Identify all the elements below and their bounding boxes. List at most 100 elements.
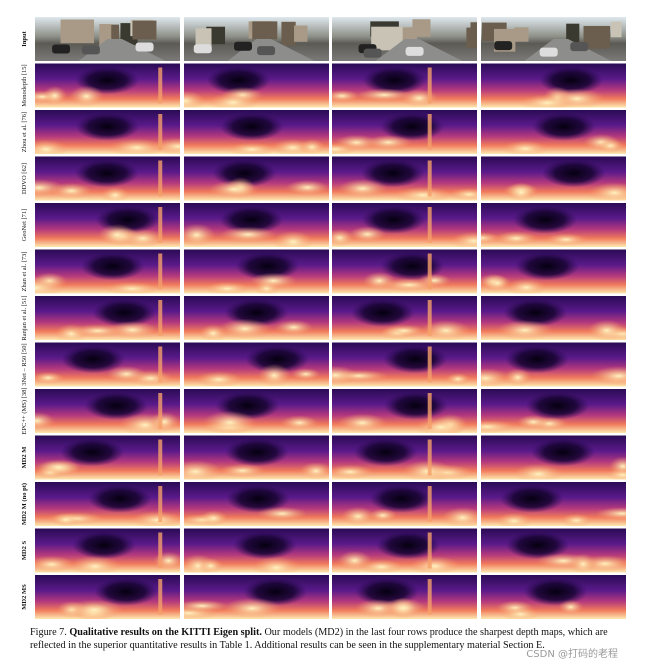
near-object — [204, 281, 251, 294]
near-object — [257, 363, 291, 387]
depth-map — [184, 342, 329, 387]
near-object — [595, 507, 626, 520]
near-object — [441, 507, 477, 526]
near-object — [516, 415, 550, 430]
pole — [158, 486, 163, 522]
depth-map — [184, 110, 329, 154]
near-object — [108, 138, 166, 154]
far-region — [235, 252, 300, 281]
depth-map — [481, 110, 626, 154]
far-region — [513, 205, 578, 234]
cell — [332, 389, 477, 433]
near-object — [495, 512, 533, 526]
caption-bold: Qualitative results on the KITTI Eigen s… — [69, 627, 262, 638]
car — [193, 44, 212, 54]
building — [99, 24, 112, 47]
pole — [427, 532, 432, 569]
near-object — [69, 85, 104, 108]
depth-map — [332, 296, 477, 340]
cell — [481, 342, 626, 387]
depth-map — [35, 482, 180, 526]
near-object — [401, 459, 453, 480]
caption-text: Our models (MD2) in the last four rows p… — [30, 627, 608, 651]
pole — [427, 346, 432, 383]
near-object — [153, 551, 180, 570]
row-label: Zhou et al. [76] — [21, 112, 28, 152]
near-object — [587, 319, 626, 340]
cell — [332, 482, 477, 526]
near-object — [65, 599, 124, 619]
near-object — [341, 506, 375, 526]
pole — [427, 207, 432, 243]
pole — [427, 114, 432, 150]
pole — [427, 67, 432, 104]
near-object — [493, 231, 539, 246]
depth-map — [332, 435, 477, 480]
cell — [481, 575, 626, 619]
far-region — [219, 205, 284, 234]
near-object — [380, 278, 439, 292]
near-object — [299, 138, 325, 154]
car — [539, 47, 558, 57]
cell — [332, 528, 477, 573]
near-object — [337, 550, 372, 571]
cell — [481, 17, 626, 61]
near-object — [356, 88, 412, 102]
near-object — [382, 324, 426, 337]
far-region — [525, 391, 590, 420]
near-object — [481, 368, 510, 387]
cell — [481, 435, 626, 480]
near-object — [106, 365, 147, 383]
cell — [184, 528, 329, 573]
row-label: EPC++ (MS) [38] — [21, 387, 28, 434]
cell — [35, 528, 180, 573]
car — [52, 44, 71, 54]
near-object — [605, 468, 626, 480]
cell — [332, 296, 477, 340]
cell — [35, 342, 180, 387]
depth-map — [481, 249, 626, 294]
near-object — [104, 281, 160, 294]
near-object — [445, 372, 471, 386]
far-region — [383, 345, 448, 374]
depth-map — [481, 389, 626, 433]
near-object — [368, 508, 398, 523]
near-object — [332, 464, 374, 480]
far-region — [505, 345, 569, 374]
near-object — [588, 182, 626, 201]
cell — [35, 110, 180, 154]
near-object — [249, 272, 297, 290]
depth-map — [481, 63, 626, 108]
far-region — [362, 66, 427, 95]
cell — [184, 482, 329, 526]
near-object — [35, 139, 68, 154]
far-region — [61, 345, 126, 374]
far-region — [360, 159, 425, 188]
depth-map — [35, 249, 180, 294]
near-object — [199, 510, 228, 526]
cell — [184, 110, 329, 154]
depth-map — [184, 203, 329, 247]
depth-map — [184, 528, 329, 573]
near-object — [483, 274, 512, 292]
cell — [184, 342, 329, 387]
depth-map — [332, 249, 477, 294]
cell — [184, 249, 329, 294]
cell — [481, 203, 626, 247]
depth-map — [35, 156, 180, 201]
near-object — [449, 187, 477, 201]
far-region — [232, 531, 297, 560]
depth-map — [35, 296, 180, 340]
far-region — [84, 391, 149, 420]
input-image — [184, 17, 329, 61]
near-object — [393, 186, 453, 201]
cell — [332, 110, 477, 154]
car — [494, 41, 513, 51]
cell — [481, 482, 626, 526]
near-object — [299, 462, 329, 480]
depth-map — [35, 63, 180, 108]
far-region — [94, 577, 158, 606]
car — [135, 42, 154, 52]
cell — [481, 296, 626, 340]
row-label: 3Net – R50 [50] — [21, 343, 28, 385]
